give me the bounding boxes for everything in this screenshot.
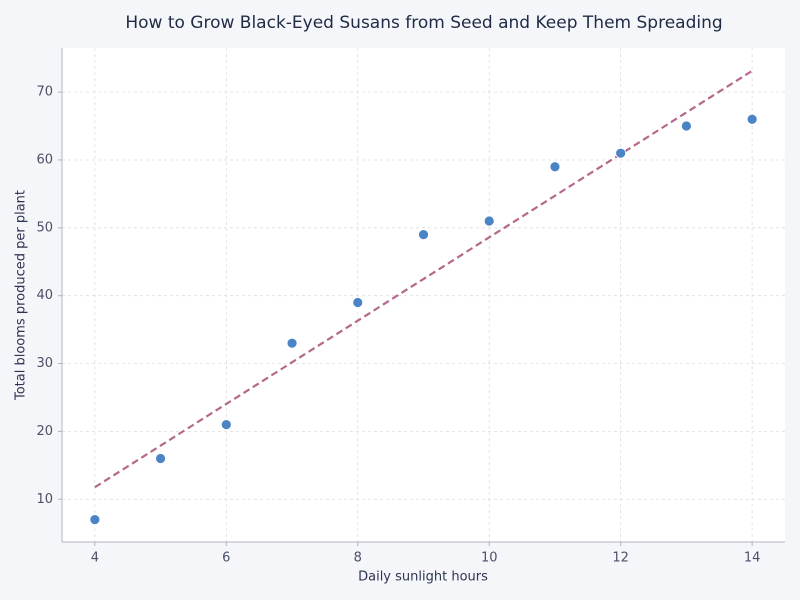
chart-title: How to Grow Black-Eyed Susans from Seed … xyxy=(125,13,722,33)
data-point xyxy=(286,337,298,349)
data-point xyxy=(746,113,758,125)
data-point xyxy=(483,215,495,227)
x-tick-label: 6 xyxy=(222,551,230,566)
y-tick-label: 30 xyxy=(36,356,53,371)
data-point xyxy=(418,229,429,241)
x-tick-label: 8 xyxy=(354,551,362,566)
data-point xyxy=(681,120,692,132)
x-tick-label: 12 xyxy=(612,551,629,566)
data-point xyxy=(549,161,561,173)
y-tick-label: 60 xyxy=(36,152,53,167)
x-tick-label: 10 xyxy=(481,551,498,566)
y-tick-label: 20 xyxy=(36,424,53,439)
y-tick-label: 40 xyxy=(36,288,53,303)
data-point xyxy=(155,453,166,464)
y-axis-label: Total blooms produced per plant xyxy=(14,190,29,401)
y-tick-label: 50 xyxy=(36,220,53,235)
x-tick-label: 14 xyxy=(744,551,761,566)
data-point xyxy=(352,297,364,308)
data-point xyxy=(615,147,627,159)
plot-area xyxy=(62,48,785,542)
y-tick-label: 70 xyxy=(36,85,53,100)
trend-line xyxy=(94,69,753,489)
x-axis-label: Daily sunlight hours xyxy=(358,570,488,585)
data-point xyxy=(89,514,101,526)
y-tick-label: 10 xyxy=(36,492,53,507)
data-point xyxy=(220,419,232,431)
x-tick-label: 4 xyxy=(91,551,99,566)
